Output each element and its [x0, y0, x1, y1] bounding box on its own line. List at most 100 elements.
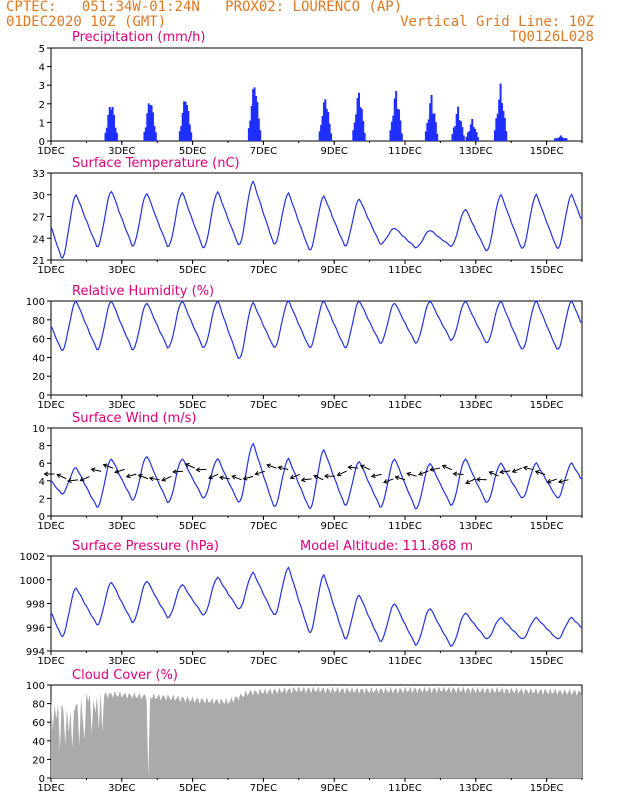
precip-bar — [468, 131, 471, 141]
wind-arrow — [337, 470, 347, 476]
wind-arrow — [266, 464, 277, 469]
panel-1-ytick-label: 24 — [32, 234, 45, 245]
wind-arrow-head — [546, 478, 552, 484]
precip-bar — [467, 132, 470, 141]
precip-bar — [493, 130, 496, 141]
panel-5-ytick-label: 20 — [32, 755, 45, 766]
wind-arrow — [219, 476, 230, 480]
precip-bar — [459, 121, 462, 141]
panel-4-ytick-label: 996 — [26, 623, 45, 634]
panel-1-xtick-label: 9DEC — [321, 265, 348, 276]
panel-4-xtick-label: 15DEC — [530, 656, 564, 667]
precip-bar — [476, 137, 479, 141]
panel-5-xtick-label: 1DEC — [37, 783, 64, 794]
wind-arrow-head — [394, 475, 400, 481]
panel-1-xtick-label: 15DEC — [530, 265, 564, 276]
panel-3-ytick-label: 6 — [39, 459, 45, 470]
wind-arrow-head — [522, 465, 528, 471]
wind-arrow — [348, 466, 359, 469]
wind-arrow — [406, 472, 417, 477]
panel-2-ytick-label: 0 — [39, 391, 45, 402]
precip-bar — [451, 134, 454, 141]
precip-bar — [396, 108, 399, 141]
panel-1-xtick-label: 5DEC — [179, 265, 206, 276]
precip-bar — [430, 95, 433, 141]
precip-bar — [392, 115, 395, 141]
precip-bar — [565, 138, 568, 141]
cloud-cover-area — [51, 685, 582, 778]
wind-arrow — [91, 468, 102, 472]
panel-2-ytick-label: 20 — [32, 372, 45, 383]
wind-arrow-head — [511, 468, 517, 473]
wind-arrow-head — [475, 477, 481, 483]
precip-bar — [558, 137, 561, 141]
wind-arrow-head — [534, 470, 540, 475]
panel-2-xtick-label: 11DEC — [388, 400, 422, 411]
precip-bar — [458, 120, 461, 141]
panel-0-ytick-label: 3 — [39, 81, 45, 92]
precip-bar — [471, 118, 474, 141]
precip-bar — [250, 105, 253, 141]
precip-bar — [452, 127, 455, 141]
wind-arrow-head — [161, 477, 167, 482]
wind-arrow — [430, 467, 441, 471]
panel-4-xtick-label: 9DEC — [321, 656, 348, 667]
panel-3-xtick-label: 7DEC — [250, 521, 277, 532]
wind-arrow-head — [254, 470, 260, 476]
wind-arrow — [500, 470, 511, 473]
precip-bar — [495, 118, 498, 141]
precip-bar — [498, 99, 501, 141]
wind-arrow — [360, 465, 371, 471]
panel-3-ytick-label: 0 — [39, 512, 45, 523]
panel-5-ytick-label: 100 — [26, 681, 45, 692]
panel-1-ytick-label: 33 — [32, 169, 45, 180]
panel-4-annotation: Model Altitude: 111.868 m — [300, 539, 473, 554]
precip-bar — [181, 113, 184, 141]
wind-arrow-head — [172, 469, 177, 475]
panel-2-xtick-label: 3DEC — [108, 400, 135, 411]
precip-bar — [462, 135, 465, 141]
wind-arrow-head — [218, 475, 224, 481]
precip-bar — [360, 109, 363, 141]
precip-bar — [105, 127, 108, 141]
panel-1-xtick-label: 11DEC — [388, 265, 422, 276]
wind-arrow — [231, 475, 242, 481]
precip-bar — [153, 125, 156, 141]
precip-bar — [434, 122, 437, 141]
panel-4-series-line — [50, 566, 582, 647]
panel-0-xtick-label: 11DEC — [388, 146, 422, 157]
wind-arrow-head — [429, 466, 435, 472]
precip-bar — [328, 123, 331, 141]
panel-4-xtick-label: 7DEC — [250, 656, 277, 667]
panel-4-xtick-label: 5DEC — [179, 656, 206, 667]
wind-arrow-head — [43, 471, 49, 477]
precip-bar — [393, 98, 396, 141]
wind-arrow — [208, 473, 219, 479]
panel-3-ytick-label: 8 — [39, 442, 45, 453]
panel-1-xtick-label: 13DEC — [459, 265, 493, 276]
precip-bar — [327, 112, 330, 141]
precip-bar — [564, 138, 567, 141]
precip-bar — [556, 138, 559, 141]
wind-arrow-head — [452, 471, 458, 477]
precip-bar — [143, 131, 146, 141]
precip-bar — [150, 105, 153, 141]
precip-bar — [555, 138, 558, 141]
wind-arrow-head — [289, 474, 295, 480]
wind-arrow — [547, 478, 558, 483]
panel-1-xtick-label: 1DEC — [37, 265, 64, 276]
panel-0-xtick-label: 3DEC — [108, 146, 135, 157]
station-header: CPTEC: 051:34W-01:24N PROX02: LOURENCO (… — [6, 0, 403, 15]
panel-3-xtick-label: 9DEC — [321, 521, 348, 532]
wind-arrow — [126, 473, 137, 478]
panel-2-xtick-label: 5DEC — [179, 400, 206, 411]
precip-bar — [154, 132, 157, 141]
panel-4-ytick-label: 1000 — [20, 576, 45, 587]
precip-bar — [252, 89, 255, 141]
panel-5-ytick-label: 40 — [32, 737, 45, 748]
precip-bar — [114, 127, 117, 141]
wind-arrow-head — [114, 469, 120, 474]
panel-1-ytick-label: 27 — [32, 213, 45, 224]
wind-arrow-head — [277, 465, 283, 471]
wind-arrow — [149, 477, 160, 481]
